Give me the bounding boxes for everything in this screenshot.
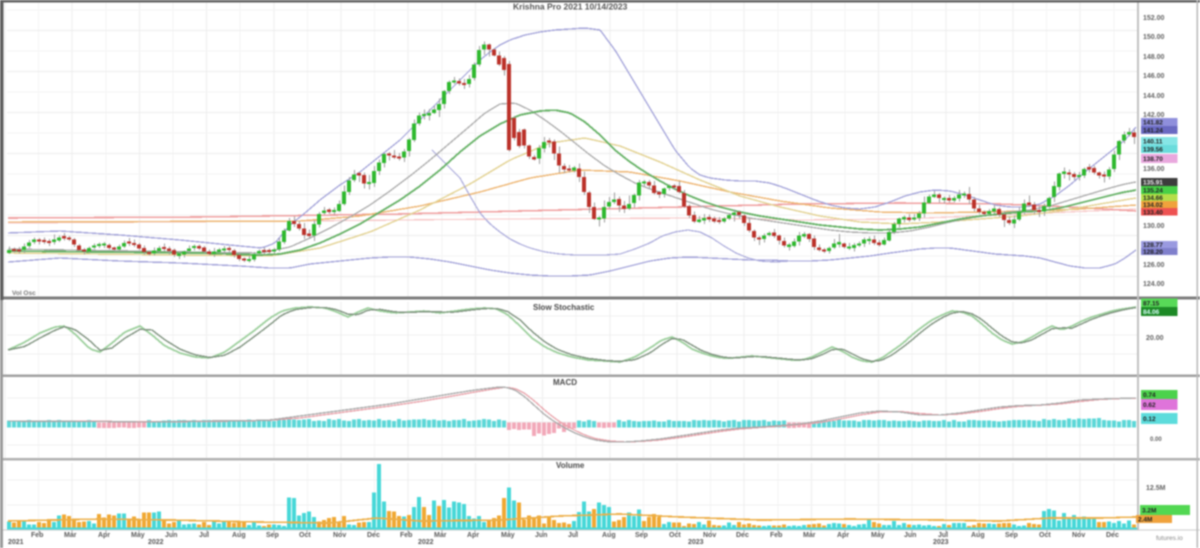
svg-text:2021: 2021 [8,539,24,546]
svg-text:Apr: Apr [837,532,849,539]
svg-text:Vol Osc: Vol Osc [12,290,36,297]
svg-text:144.00: 144.00 [1143,93,1165,100]
svg-text:0.74: 0.74 [1143,392,1156,399]
svg-text:Jun: Jun [165,532,177,539]
svg-text:Mar: Mar [434,532,447,539]
svg-text:Apr: Apr [467,532,479,539]
svg-text:0.00: 0.00 [1150,437,1162,443]
svg-text:Sep: Sep [635,532,648,539]
svg-text:126.00: 126.00 [1143,262,1165,269]
svg-text:142.00: 142.00 [1143,112,1165,119]
svg-text:Aug: Aug [602,532,616,539]
svg-text:Sep: Sep [1005,532,1018,539]
svg-text:Jul: Jul [938,532,948,539]
svg-text:136.00: 136.00 [1143,166,1165,173]
svg-text:2.4M: 2.4M [1138,517,1152,524]
svg-text:2022: 2022 [418,539,434,546]
svg-text:148.00: 148.00 [1143,54,1165,61]
svg-text:Feb: Feb [400,532,412,539]
svg-text:Nov: Nov [703,532,716,539]
svg-text:134.02: 134.02 [1143,202,1163,209]
svg-text:Feb: Feb [770,532,782,539]
svg-text:futures.io: futures.io [1156,535,1183,542]
svg-text:0.62: 0.62 [1143,402,1156,409]
svg-text:Jul: Jul [199,532,209,539]
svg-text:Dec: Dec [1106,532,1119,539]
svg-text:Nov: Nov [1072,532,1085,539]
svg-text:MACD: MACD [553,378,577,387]
svg-text:141.82: 141.82 [1143,120,1163,127]
svg-text:Mar: Mar [64,532,77,539]
svg-text:Dec: Dec [736,532,749,539]
svg-text:Oct: Oct [299,532,311,539]
svg-text:May: May [501,532,515,539]
svg-text:140.11: 140.11 [1143,139,1163,146]
svg-text:May: May [871,532,885,539]
svg-text:Sep: Sep [266,532,279,539]
svg-text:12.5M: 12.5M [1146,485,1166,492]
svg-text:Krishna Pro 2021 10/14/2023: Krishna Pro 2021 10/14/2023 [513,2,628,12]
svg-text:128.20: 128.20 [1143,249,1163,256]
svg-text:141.24: 141.24 [1143,128,1163,135]
svg-text:2023: 2023 [933,539,949,546]
svg-text:Aug: Aug [971,532,985,539]
svg-text:2023: 2023 [688,539,704,546]
svg-text:135.24: 135.24 [1143,188,1163,195]
svg-text:Jul: Jul [568,532,578,539]
svg-text:Apr: Apr [98,532,110,539]
svg-text:Nov: Nov [333,532,346,539]
svg-text:3.2M: 3.2M [1142,508,1156,515]
svg-text:0.12: 0.12 [1143,416,1156,423]
svg-text:May: May [131,532,145,539]
svg-text:Oct: Oct [1039,532,1051,539]
svg-text:128.77: 128.77 [1143,242,1163,249]
svg-text:139.56: 139.56 [1143,147,1163,154]
svg-text:152.00: 152.00 [1143,15,1165,22]
svg-text:Aug: Aug [232,532,246,539]
svg-text:87.15: 87.15 [1143,300,1160,307]
svg-text:Mar: Mar [803,532,816,539]
svg-text:2022: 2022 [148,539,164,546]
svg-text:Slow Stochastic: Slow Stochastic [533,303,595,312]
svg-text:Feb: Feb [31,532,43,539]
svg-text:150.00: 150.00 [1143,34,1165,41]
svg-text:138.70: 138.70 [1143,156,1163,163]
svg-text:134.66: 134.66 [1143,195,1163,202]
svg-text:Jun: Jun [904,532,916,539]
svg-text:Oct: Oct [669,532,681,539]
svg-text:124.00: 124.00 [1143,281,1165,288]
svg-text:Dec: Dec [367,532,380,539]
svg-text:20.00: 20.00 [1146,335,1164,342]
svg-text:130.00: 130.00 [1143,223,1165,230]
svg-text:146.00: 146.00 [1143,73,1165,80]
svg-text:Jun: Jun [535,532,547,539]
svg-text:Volume: Volume [556,461,585,470]
svg-text:133.40: 133.40 [1143,209,1163,216]
svg-text:135.91: 135.91 [1143,180,1163,187]
svg-text:84.06: 84.06 [1143,309,1160,316]
